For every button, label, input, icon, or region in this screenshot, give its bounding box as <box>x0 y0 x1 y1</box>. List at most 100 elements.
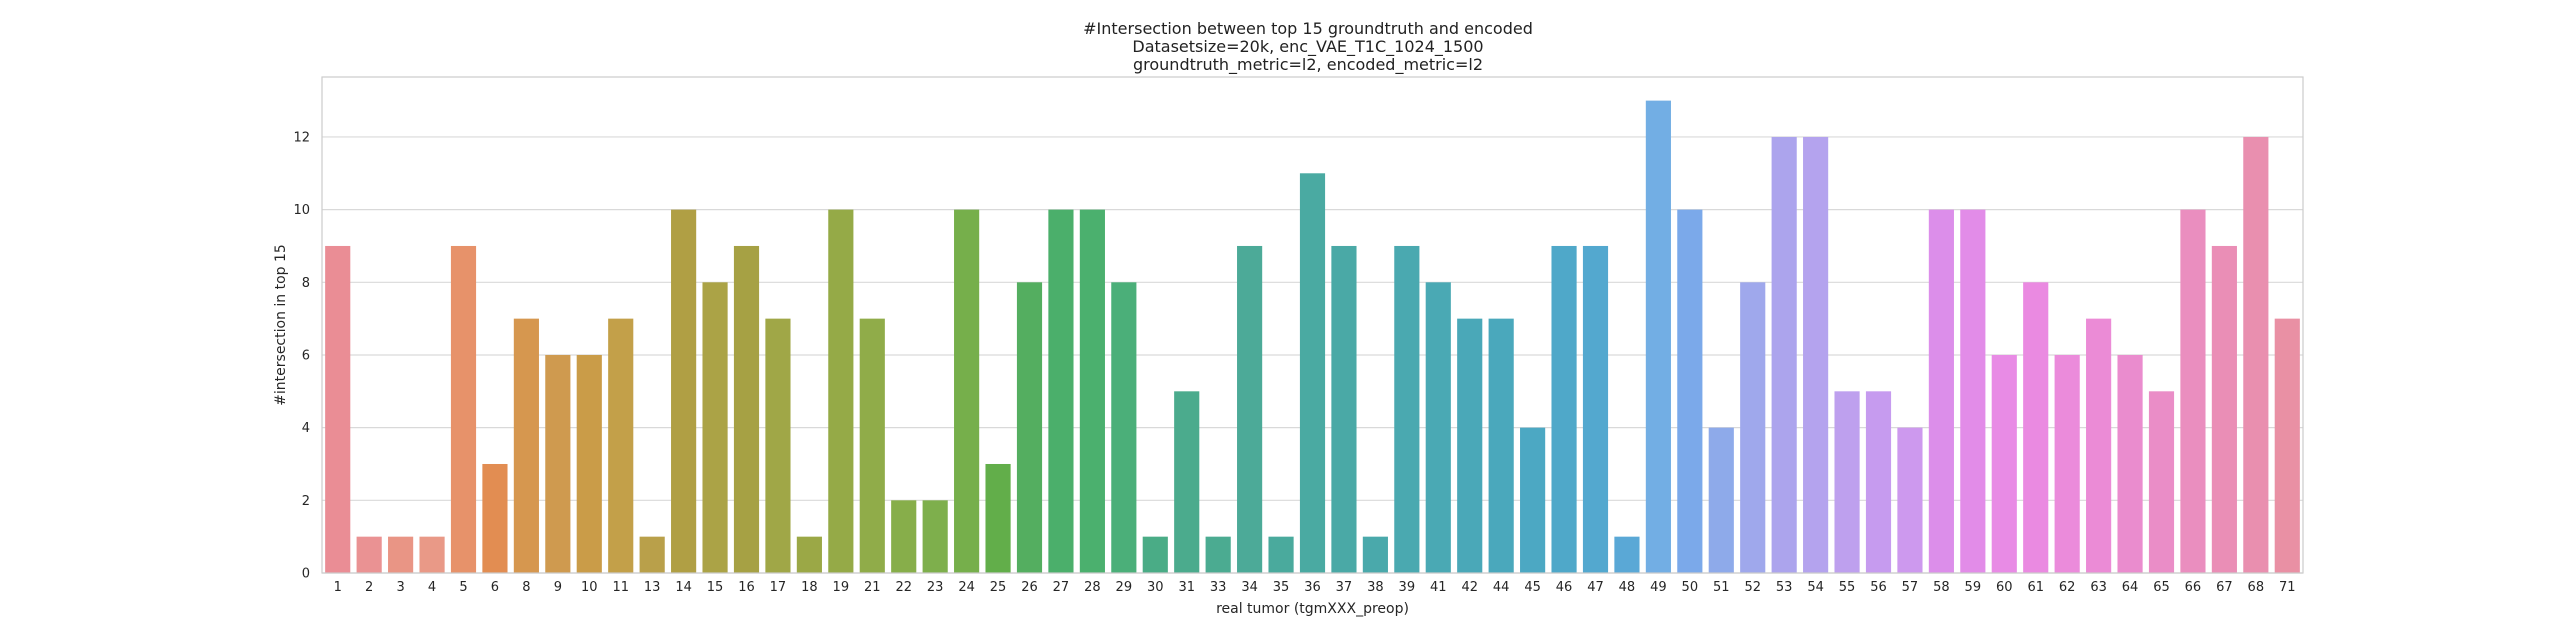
bar-13 <box>639 536 665 573</box>
bar-65 <box>2148 391 2175 573</box>
bar-18 <box>796 536 822 573</box>
x-tick-label: 47 <box>1587 580 1604 595</box>
x-tick-label: 66 <box>2185 580 2202 595</box>
bar-21 <box>859 318 885 573</box>
x-tick-label: 6 <box>491 580 499 595</box>
x-tick-label: 31 <box>1178 580 1195 595</box>
x-tick-label: 57 <box>1902 580 1919 595</box>
x-tick-label: 56 <box>1870 580 1887 595</box>
x-tick-label: 35 <box>1273 580 1290 595</box>
bar-25 <box>985 463 1011 573</box>
bar-58 <box>1928 209 1954 573</box>
x-tick-label: 17 <box>770 580 787 595</box>
bar-48 <box>1614 536 1640 573</box>
y-tick-label: 0 <box>302 567 310 582</box>
bar-46 <box>1551 245 1577 573</box>
chart-title: #Intersection between top 15 groundtruth… <box>1083 19 1533 75</box>
x-tick-label: 33 <box>1210 580 1227 595</box>
x-tick-label: 62 <box>2059 580 2076 595</box>
x-axis-label: real tumor (tgmXXX_preop) <box>1216 601 1409 617</box>
bar-68 <box>2243 136 2269 573</box>
x-tick-label: 9 <box>554 580 562 595</box>
bar-38 <box>1362 536 1388 573</box>
x-tick-label: 8 <box>522 580 530 595</box>
x-tick-label: 51 <box>1713 580 1730 595</box>
y-tick-label: 2 <box>302 494 310 509</box>
x-tick-label: 59 <box>1965 580 1982 595</box>
x-tick-label: 25 <box>990 580 1007 595</box>
x-tick-label: 52 <box>1744 580 1761 595</box>
x-tick-label: 39 <box>1399 580 1416 595</box>
bar-53 <box>1771 136 1797 573</box>
bar-14 <box>671 209 697 573</box>
chart-title-line-2: Datasetsize=20k, enc_VAE_T1C_1024_1500 <box>1132 37 1483 57</box>
x-tick-label: 26 <box>1021 580 1038 595</box>
x-tick-label: 37 <box>1336 580 1353 595</box>
bar-56 <box>1865 391 1892 573</box>
bar-22 <box>891 500 917 573</box>
x-tick-label: 28 <box>1084 580 1101 595</box>
x-tick-label: 11 <box>612 580 629 595</box>
x-tick-label: 19 <box>833 580 850 595</box>
x-tick-label: 10 <box>581 580 598 595</box>
x-tick-label: 24 <box>958 580 975 595</box>
bar-39 <box>1394 245 1420 573</box>
x-tick-label: 42 <box>1461 580 1478 595</box>
bar-51 <box>1708 427 1734 573</box>
x-tick-label: 44 <box>1493 580 1510 595</box>
bar-6 <box>482 463 508 573</box>
bar-49 <box>1645 100 1671 573</box>
bar-63 <box>2086 318 2112 573</box>
bar-11 <box>608 318 634 573</box>
bar-44 <box>1488 318 1514 573</box>
x-tick-label: 58 <box>1933 580 1950 595</box>
x-tick-label: 49 <box>1650 580 1667 595</box>
bar-3 <box>388 536 414 573</box>
chart-title-line-1: #Intersection between top 15 groundtruth… <box>1083 19 1533 38</box>
x-tick-label: 50 <box>1682 580 1699 595</box>
x-tick-label: 54 <box>1807 580 1824 595</box>
chart-title-line-3: groundtruth_metric=l2, encoded_metric=l2 <box>1133 55 1483 75</box>
bar-41 <box>1425 282 1451 573</box>
bar-57 <box>1897 427 1923 573</box>
y-tick-label: 6 <box>302 348 310 363</box>
y-tick-labels: 0 2 4 6 8 10 12 <box>293 130 310 581</box>
y-axis-label: #intersection in top 15 <box>273 244 289 406</box>
x-tick-label: 30 <box>1147 580 1164 595</box>
bar-2 <box>356 536 382 573</box>
bar-5 <box>450 245 477 573</box>
bar-62 <box>2054 354 2080 573</box>
x-tick-label: 14 <box>675 580 692 595</box>
bar-34 <box>1237 245 1263 573</box>
bar-52 <box>1740 282 1766 573</box>
x-tick-label: 67 <box>2216 580 2233 595</box>
bar-17 <box>765 318 791 573</box>
bar-19 <box>828 209 854 573</box>
bar-15 <box>702 282 728 573</box>
bar-59 <box>1960 209 1986 573</box>
bars <box>325 100 2300 574</box>
bar-26 <box>1016 282 1043 573</box>
x-tick-label: 18 <box>801 580 818 595</box>
x-tick-label: 68 <box>2248 580 2265 595</box>
bar-28 <box>1079 209 1105 573</box>
bar-66 <box>2180 209 2206 573</box>
plot-frame <box>321 76 2304 574</box>
y-tick-label: 4 <box>302 421 310 436</box>
x-tick-label: 3 <box>396 580 404 595</box>
bar-31 <box>1174 391 1200 573</box>
bar-8 <box>513 318 539 573</box>
bar-64 <box>2117 354 2143 573</box>
bar-67 <box>2211 245 2237 573</box>
bar-45 <box>1520 427 1546 573</box>
x-tick-label: 53 <box>1776 580 1793 595</box>
bar-29 <box>1111 282 1137 573</box>
y-tick-label: 10 <box>293 203 310 218</box>
bar-1 <box>325 245 351 573</box>
bar-50 <box>1677 209 1703 573</box>
x-tick-label: 48 <box>1619 580 1636 595</box>
x-tick-label: 36 <box>1304 580 1321 595</box>
x-tick-label: 5 <box>459 580 467 595</box>
bar-35 <box>1268 536 1294 573</box>
